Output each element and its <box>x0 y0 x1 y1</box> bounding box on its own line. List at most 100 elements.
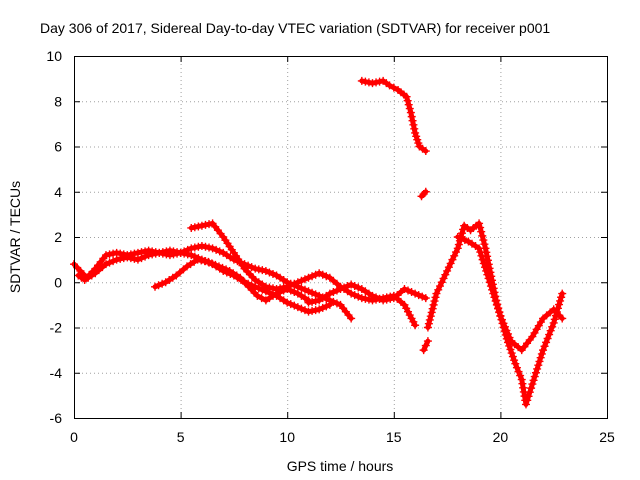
data-point <box>414 291 423 300</box>
data-point <box>421 187 430 196</box>
data-point <box>423 337 432 346</box>
data-point <box>207 259 216 268</box>
data-point <box>550 315 559 324</box>
data-point <box>404 286 413 295</box>
data-point <box>407 288 416 297</box>
data-point <box>419 346 428 355</box>
data-point <box>528 380 537 389</box>
data-point <box>535 357 544 366</box>
data-point <box>425 315 434 324</box>
data-point <box>512 363 521 372</box>
data-point <box>418 292 427 301</box>
data-point <box>154 281 163 290</box>
data-point <box>407 314 416 323</box>
data-point <box>539 346 548 355</box>
data-point <box>311 297 320 306</box>
x-axis-label: GPS time / hours <box>287 458 394 474</box>
data-point <box>434 285 443 294</box>
data-point <box>297 276 306 285</box>
data-point <box>555 300 564 309</box>
data-point <box>304 273 313 282</box>
data-point <box>200 257 209 266</box>
data-point <box>499 319 508 328</box>
data-point <box>258 266 267 275</box>
data-point <box>265 283 274 292</box>
data-point <box>315 269 324 278</box>
data-point <box>297 304 306 313</box>
data-point <box>410 124 419 133</box>
data-point <box>109 249 118 258</box>
data-point <box>144 251 153 260</box>
data-point <box>421 147 430 156</box>
data-point <box>506 345 515 354</box>
data-point <box>261 266 270 275</box>
data-point <box>187 251 196 260</box>
data-point <box>204 257 213 266</box>
data-point <box>519 383 528 392</box>
data-series-track <box>453 233 567 355</box>
data-point <box>475 219 484 228</box>
data-point <box>479 259 488 268</box>
data-point <box>400 285 409 294</box>
data-point <box>505 341 514 350</box>
data-point <box>322 272 331 281</box>
data-point <box>389 83 398 92</box>
data-point <box>402 304 411 313</box>
data-point <box>293 278 302 287</box>
data-point <box>318 270 327 279</box>
data-point <box>479 236 488 245</box>
data-point <box>290 279 299 288</box>
data-series <box>70 76 567 409</box>
data-point <box>537 349 546 358</box>
data-point <box>308 306 317 315</box>
data-point <box>558 314 567 323</box>
data-point <box>222 265 231 274</box>
data-point <box>205 220 214 229</box>
data-point <box>478 231 487 240</box>
data-point <box>368 79 377 88</box>
data-point <box>459 225 468 234</box>
data-point <box>315 305 324 314</box>
data-point <box>101 251 110 260</box>
data-point <box>162 247 171 256</box>
data-point <box>304 287 313 296</box>
data-point <box>486 282 495 291</box>
data-point <box>514 367 523 376</box>
data-point <box>350 291 359 300</box>
data-point <box>426 312 435 321</box>
data-point <box>332 286 341 295</box>
data-point <box>530 372 539 381</box>
data-point <box>525 388 534 397</box>
data-point <box>443 266 452 275</box>
data-point <box>533 364 542 373</box>
data-point <box>286 300 295 309</box>
data-point <box>485 278 494 287</box>
data-point <box>318 303 327 312</box>
data-line <box>425 220 565 407</box>
data-point <box>518 379 527 388</box>
data-point <box>404 100 413 109</box>
data-point <box>308 272 317 281</box>
data-point <box>173 248 182 257</box>
data-point <box>265 268 274 277</box>
data-point <box>151 282 160 291</box>
data-point <box>411 128 420 137</box>
x-tick-label: 20 <box>493 429 509 445</box>
data-point <box>109 257 118 266</box>
data-point <box>475 244 484 253</box>
data-point <box>407 112 416 121</box>
data-point <box>293 303 302 312</box>
data-point <box>406 108 415 117</box>
y-tick-label: -6 <box>50 410 63 426</box>
data-point <box>357 76 366 85</box>
data-point <box>300 285 309 294</box>
data-point <box>208 244 217 253</box>
data-point <box>421 294 430 303</box>
data-point <box>218 263 227 272</box>
data-point <box>451 248 460 257</box>
data-point <box>130 254 139 263</box>
data-line <box>71 243 354 321</box>
data-point <box>409 120 418 129</box>
data-point <box>211 260 220 269</box>
data-point <box>491 297 500 306</box>
